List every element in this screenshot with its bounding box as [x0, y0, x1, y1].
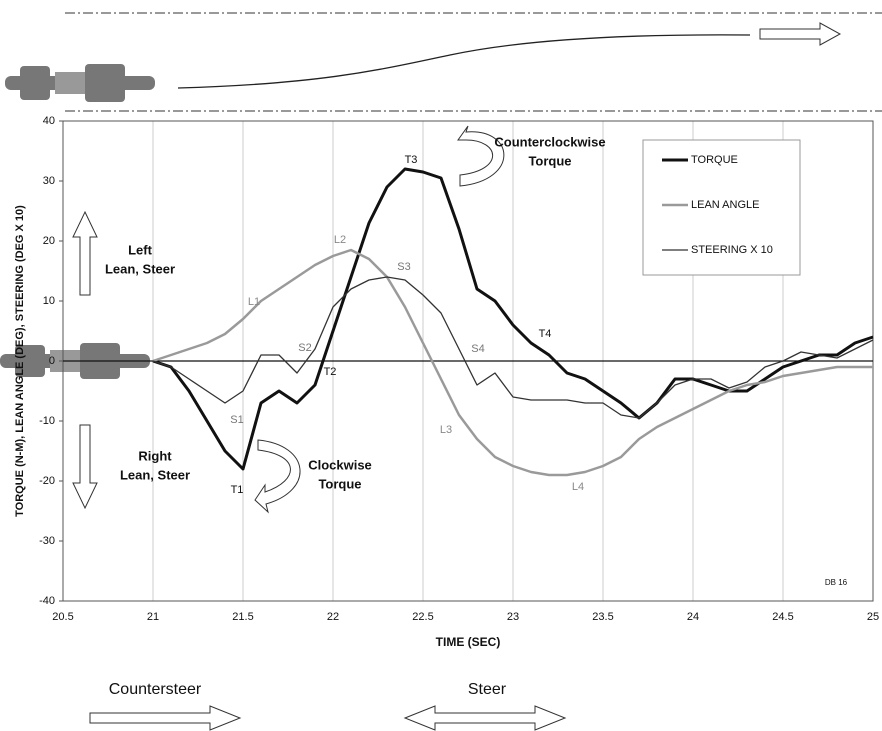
y-tick-label: 10 — [43, 295, 55, 307]
annotation: Torque — [318, 476, 361, 491]
series-line — [152, 167, 874, 471]
curved-arrow — [457, 125, 505, 187]
y-tick-label: 20 — [43, 235, 55, 247]
y-tick-label: 0 — [49, 355, 55, 367]
annotation: Lean, Steer — [120, 467, 190, 482]
series-line — [152, 248, 873, 477]
annotation: Right — [138, 448, 172, 463]
point-label: L1 — [248, 296, 260, 308]
point-label: L3 — [440, 424, 452, 436]
annotation: Torque — [528, 153, 571, 168]
point-label: T3 — [405, 154, 418, 166]
x-tick-label: 22.5 — [412, 611, 433, 623]
x-tick-label: 22 — [327, 611, 339, 623]
x-tick-label: 24.5 — [772, 611, 793, 623]
legend-label: STEERING X 10 — [691, 244, 773, 256]
x-tick-label: 23.5 — [592, 611, 613, 623]
point-label: S1 — [230, 414, 243, 426]
phase-label: Countersteer — [109, 681, 202, 698]
arrow — [759, 22, 842, 46]
point-label: L4 — [572, 481, 584, 493]
y-axis-label: TORQUE (N-M), LEAN ANGLE (DEG), STEERING… — [14, 205, 26, 517]
y-tick-label: 40 — [43, 115, 55, 127]
arrow — [403, 705, 567, 731]
x-tick-label: 25 — [867, 611, 879, 623]
point-label: S2 — [298, 342, 311, 354]
annotation: Counterclockwise — [494, 134, 605, 149]
y-tick-label: -40 — [39, 595, 55, 607]
legend-label: TORQUE — [691, 154, 738, 166]
series-line — [152, 276, 874, 419]
point-label: S3 — [397, 261, 410, 273]
x-axis-label: TIME (SEC) — [436, 635, 501, 649]
point-label: DB 16 — [825, 578, 848, 587]
point-label: T1 — [231, 484, 244, 496]
legend-label: LEAN ANGLE — [691, 199, 759, 211]
y-tick-label: -10 — [39, 415, 55, 427]
y-tick-label: -30 — [39, 535, 55, 547]
point-label: L2 — [334, 234, 346, 246]
phase-label: Steer — [468, 681, 507, 698]
arrow — [72, 210, 98, 296]
x-tick-label: 21.5 — [232, 611, 253, 623]
x-tick-label: 21 — [147, 611, 159, 623]
x-tick-label: 20.5 — [52, 611, 73, 623]
arrow — [72, 424, 98, 510]
path-curve — [177, 34, 751, 89]
point-label: T4 — [539, 328, 552, 340]
annotation: Left — [128, 242, 153, 257]
y-tick-label: -20 — [39, 475, 55, 487]
point-label: S4 — [471, 343, 484, 355]
legend-box — [642, 139, 801, 276]
annotation: Lean, Steer — [105, 261, 175, 276]
curved-arrow — [254, 439, 301, 514]
motorcycle — [5, 64, 155, 102]
arrow — [89, 705, 242, 731]
x-tick-label: 24 — [687, 611, 699, 623]
point-label: T2 — [324, 366, 337, 378]
y-tick-label: 30 — [43, 175, 55, 187]
annotation: Clockwise — [308, 457, 372, 472]
x-tick-label: 23 — [507, 611, 519, 623]
